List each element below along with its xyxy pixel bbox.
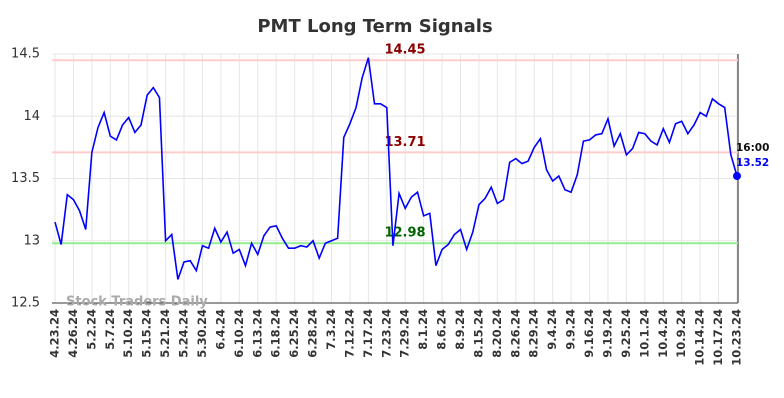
x-tick-label: 8.26.24 bbox=[508, 309, 522, 358]
x-tick-label: 10.17.24 bbox=[711, 309, 725, 366]
y-tick-label: 14 bbox=[23, 109, 40, 124]
x-tick-label: 9.25.24 bbox=[619, 309, 633, 358]
x-tick-label: 8.29.24 bbox=[527, 309, 541, 358]
x-tick-label: 5.21.24 bbox=[158, 309, 172, 358]
x-tick-label: 4.26.24 bbox=[66, 309, 80, 358]
x-tick-label: 5.15.24 bbox=[140, 309, 154, 358]
x-tick-label: 5.30.24 bbox=[195, 309, 209, 358]
last-time: 16:00 bbox=[736, 142, 769, 154]
x-tick-label: 6.18.24 bbox=[269, 309, 283, 358]
x-tick-label: 10.14.24 bbox=[693, 309, 707, 366]
x-tick-label: 7.23.24 bbox=[379, 309, 393, 358]
x-tick-label: 9.9.24 bbox=[564, 309, 578, 350]
x-tick-label: 9.19.24 bbox=[600, 309, 614, 358]
x-tick-label: 8.6.24 bbox=[435, 309, 449, 350]
chart-title: PMT Long Term Signals bbox=[257, 16, 492, 37]
x-tick-label: 8.15.24 bbox=[471, 309, 485, 358]
x-tick-label: 6.28.24 bbox=[306, 309, 320, 358]
x-tick-label: 6.25.24 bbox=[287, 309, 301, 358]
x-tick-label: 7.29.24 bbox=[398, 309, 412, 358]
x-tick-label: 6.13.24 bbox=[250, 309, 264, 358]
x-tick-label: 10.1.24 bbox=[637, 309, 651, 358]
reference-label: 13.71 bbox=[384, 135, 425, 150]
reference-label: 14.45 bbox=[384, 43, 425, 58]
y-tick-label: 12.5 bbox=[11, 296, 40, 311]
x-tick-label: 5.10.24 bbox=[121, 309, 135, 358]
x-tick-label: 5.2.24 bbox=[84, 309, 98, 350]
x-tick-label: 10.4.24 bbox=[656, 309, 670, 358]
x-tick-label: 4.23.24 bbox=[48, 309, 62, 358]
x-tick-label: 7.17.24 bbox=[361, 309, 375, 358]
y-tick-label: 13 bbox=[23, 233, 40, 248]
x-tick-label: 5.7.24 bbox=[103, 309, 117, 350]
x-tick-label: 8.20.24 bbox=[490, 309, 504, 358]
x-tick-label: 10.9.24 bbox=[674, 309, 688, 358]
x-tick-label: 8.1.24 bbox=[416, 309, 430, 350]
x-tick-label: 6.10.24 bbox=[232, 309, 246, 358]
x-tick-label: 9.4.24 bbox=[545, 309, 559, 350]
x-tick-label: 8.9.24 bbox=[453, 309, 467, 350]
x-tick-label: 7.3.24 bbox=[324, 309, 338, 350]
price-line bbox=[54, 57, 738, 280]
x-tick-label: 7.12.24 bbox=[342, 309, 356, 358]
reference-label: 12.98 bbox=[384, 226, 425, 241]
last-point bbox=[733, 172, 741, 181]
y-tick-label: 13.5 bbox=[11, 171, 40, 186]
watermark: Stock Traders Daily bbox=[66, 295, 208, 310]
x-tick-label: 9.16.24 bbox=[582, 309, 596, 358]
last-value: 13.52 bbox=[736, 157, 769, 169]
y-tick-label: 14.5 bbox=[11, 47, 40, 62]
x-tick-label: 6.4.24 bbox=[213, 309, 227, 350]
x-tick-label: 5.24.24 bbox=[177, 309, 191, 358]
x-tick-label: 10.23.24 bbox=[730, 309, 744, 366]
